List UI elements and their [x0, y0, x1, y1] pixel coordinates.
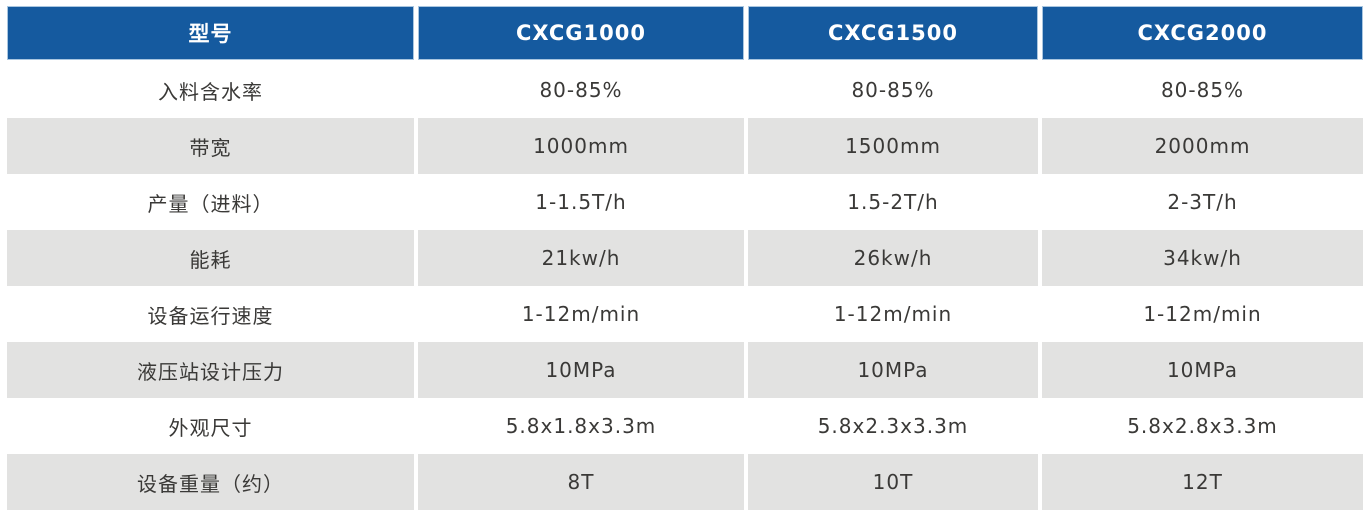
- spec-cell: 5.8x2.3x3.3m: [748, 398, 1038, 454]
- spec-cell: 10T: [748, 454, 1038, 510]
- spec-row-label: 设备运行速度: [7, 286, 414, 342]
- spec-cell: 26kw/h: [748, 230, 1038, 286]
- spec-row-label: 能耗: [7, 230, 414, 286]
- column-header-cxcg1000: CXCG1000: [418, 6, 744, 62]
- spec-cell: 34kw/h: [1042, 230, 1363, 286]
- spec-row-label: 外观尺寸: [7, 398, 414, 454]
- spec-row-label: 入料含水率: [7, 62, 414, 118]
- spec-cell: 2-3T/h: [1042, 174, 1363, 230]
- spec-cell: 1-1.5T/h: [418, 174, 744, 230]
- spec-cell: 1-12m/min: [1042, 286, 1363, 342]
- spec-row-label: 液压站设计压力: [7, 342, 414, 398]
- spec-cell: 80-85%: [418, 62, 744, 118]
- spec-cell: 10MPa: [1042, 342, 1363, 398]
- spec-cell: 12T: [1042, 454, 1363, 510]
- spec-row-label: 带宽: [7, 118, 414, 174]
- spec-cell: 8T: [418, 454, 744, 510]
- spec-cell: 80-85%: [1042, 62, 1363, 118]
- spec-cell: 2000mm: [1042, 118, 1363, 174]
- spec-cell: 1000mm: [418, 118, 744, 174]
- column-header-model: 型号: [7, 6, 414, 62]
- spec-cell: 10MPa: [418, 342, 744, 398]
- product-spec-table: 型号 CXCG1000 CXCG1500 CXCG2000 入料含水率 80-8…: [7, 6, 1363, 510]
- spec-cell: 1-12m/min: [418, 286, 744, 342]
- spec-cell: 10MPa: [748, 342, 1038, 398]
- spec-row-label: 设备重量（约）: [7, 454, 414, 510]
- spec-cell: 5.8x1.8x3.3m: [418, 398, 744, 454]
- spec-cell: 21kw/h: [418, 230, 744, 286]
- column-header-cxcg2000: CXCG2000: [1042, 6, 1363, 62]
- spec-cell: 1500mm: [748, 118, 1038, 174]
- spec-cell: 1-12m/min: [748, 286, 1038, 342]
- column-header-cxcg1500: CXCG1500: [748, 6, 1038, 62]
- spec-cell: 5.8x2.8x3.3m: [1042, 398, 1363, 454]
- spec-row-label: 产量（进料）: [7, 174, 414, 230]
- spec-cell: 80-85%: [748, 62, 1038, 118]
- spec-cell: 1.5-2T/h: [748, 174, 1038, 230]
